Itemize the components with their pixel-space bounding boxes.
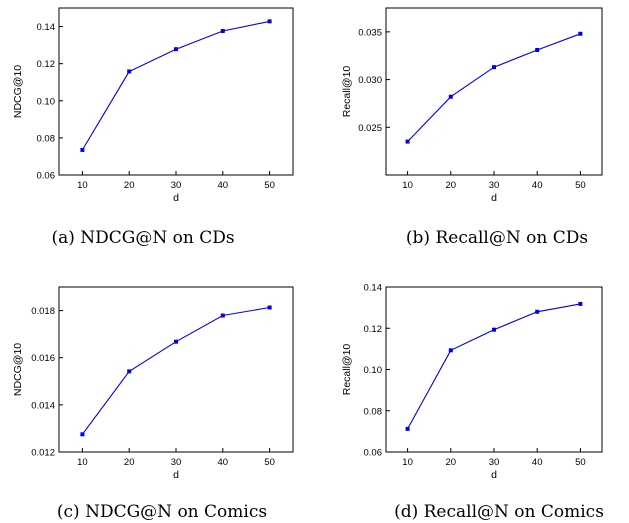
data-point <box>268 306 272 310</box>
y-axis-label: Recall@10 <box>341 66 353 118</box>
x-tick-label: 30 <box>171 457 182 468</box>
data-point <box>449 348 453 352</box>
data-point <box>127 369 131 373</box>
data-point <box>268 19 272 23</box>
data-point <box>406 140 410 144</box>
x-tick-label: 40 <box>218 457 229 468</box>
x-tick-label: 30 <box>489 180 500 191</box>
x-tick-label: 50 <box>264 457 275 468</box>
y-axis-label: NDCG@10 <box>12 343 24 396</box>
panel-caption: (d) Recall@N on Comics <box>394 502 604 522</box>
x-tick-label: 10 <box>402 457 413 468</box>
data-point <box>127 69 131 73</box>
x-tick-label: 10 <box>77 180 88 191</box>
data-point <box>174 47 178 51</box>
data-point <box>406 427 410 431</box>
x-axis-label: d <box>491 469 497 481</box>
x-tick-label: 40 <box>532 180 543 191</box>
y-tick-label: 0.016 <box>31 353 55 364</box>
x-tick-label: 50 <box>575 180 586 191</box>
x-tick-label: 20 <box>124 457 135 468</box>
y-axis-label: NDCG@10 <box>12 65 24 118</box>
data-point <box>535 48 539 52</box>
panel-ndcg-comics: 10 20 30 40 50 0.012 0.014 0.016 0.018 d NDCG@10 (c… <box>12 287 293 522</box>
x-tick-label: 40 <box>532 457 543 468</box>
x-axis-label: d <box>173 192 179 204</box>
plot-frame <box>59 8 293 175</box>
y-tick-label: 0.018 <box>31 306 55 317</box>
y-axis-label: Recall@10 <box>341 344 353 396</box>
y-tick-label: 0.12 <box>37 59 56 70</box>
data-point <box>578 32 582 36</box>
y-tick-label: 0.06 <box>364 448 383 459</box>
panel-ndcg-cds: 10 20 30 40 50 0.06 0.08 0.10 0.12 0.14 d NDCG@10 (a… <box>12 8 293 248</box>
y-tick-label: 0.025 <box>358 123 382 134</box>
data-point <box>492 65 496 69</box>
data-point <box>80 148 84 152</box>
panel-caption: (a) NDCG@N on CDs <box>51 228 234 248</box>
series-line <box>82 21 269 150</box>
x-axis-label: d <box>491 192 497 204</box>
y-tick-label: 0.10 <box>364 365 383 376</box>
data-point <box>449 95 453 99</box>
data-point <box>80 432 84 436</box>
x-tick-label: 50 <box>264 180 275 191</box>
series-line <box>408 304 581 429</box>
panel-recall-cds: 10 20 30 40 50 0.025 0.030 0.035 d Recall@10 (b) R… <box>341 8 602 248</box>
x-tick-label: 10 <box>402 180 413 191</box>
series-line <box>82 308 269 435</box>
x-axis-label: d <box>173 469 179 481</box>
series-line <box>408 34 581 142</box>
plot-frame <box>59 287 293 452</box>
data-point <box>221 29 225 33</box>
y-tick-label: 0.08 <box>364 406 383 417</box>
y-tick-label: 0.014 <box>31 400 55 411</box>
x-tick-label: 20 <box>446 180 457 191</box>
x-tick-label: 50 <box>575 457 586 468</box>
panel-recall-comics: 10 20 30 40 50 0.06 0.08 0.10 0.12 0.14 d Recall@10… <box>341 283 604 523</box>
data-point <box>535 310 539 314</box>
x-tick-label: 10 <box>77 457 88 468</box>
data-point <box>174 340 178 344</box>
y-tick-label: 0.14 <box>364 283 383 294</box>
x-tick-label: 30 <box>171 180 182 191</box>
panel-caption: (b) Recall@N on CDs <box>406 228 588 248</box>
y-tick-label: 0.08 <box>37 133 56 144</box>
y-tick-label: 0.14 <box>37 22 56 33</box>
panel-caption: (c) NDCG@N on Comics <box>57 502 267 522</box>
y-tick-label: 0.012 <box>31 448 55 459</box>
plot-frame <box>386 287 602 452</box>
data-point <box>578 302 582 306</box>
x-tick-label: 40 <box>218 180 229 191</box>
data-point <box>221 314 225 318</box>
y-tick-label: 0.06 <box>37 171 56 182</box>
data-point <box>492 328 496 332</box>
y-tick-label: 0.030 <box>358 75 382 86</box>
x-tick-label: 20 <box>446 457 457 468</box>
x-tick-label: 20 <box>124 180 135 191</box>
x-tick-label: 30 <box>489 457 500 468</box>
plot-frame <box>386 8 602 175</box>
y-tick-label: 0.10 <box>37 96 56 107</box>
y-tick-label: 0.12 <box>364 324 383 335</box>
y-tick-label: 0.035 <box>358 27 382 38</box>
